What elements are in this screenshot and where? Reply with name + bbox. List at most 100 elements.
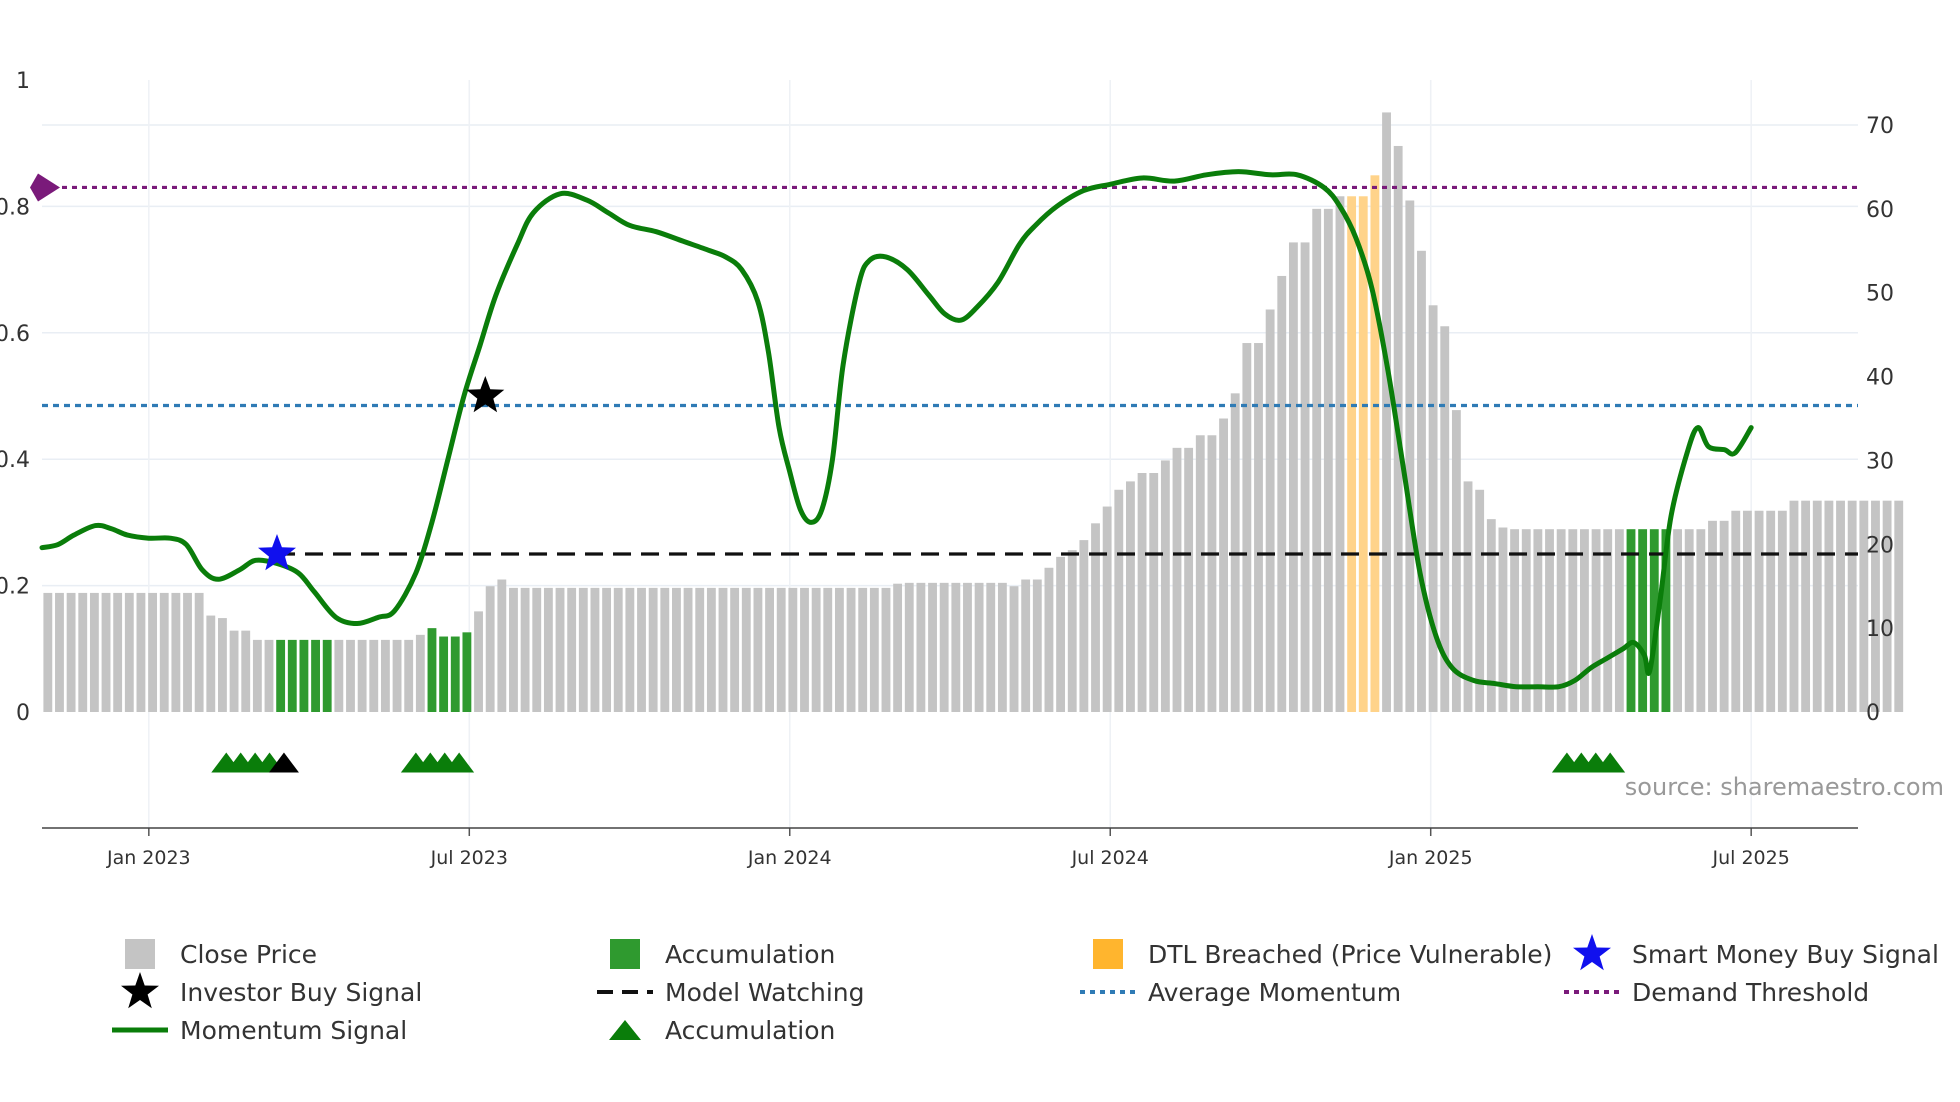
- dtl-breached-bar: [1358, 196, 1368, 712]
- price-bar: [834, 587, 844, 712]
- price-bar: [1300, 242, 1310, 712]
- price-bar: [1009, 586, 1019, 712]
- accumulation-bar: [439, 636, 449, 712]
- price-bar: [55, 592, 64, 712]
- price-bar: [567, 587, 577, 712]
- price-bar: [625, 587, 635, 712]
- price-bar: [776, 587, 786, 712]
- price-bar: [1463, 481, 1473, 712]
- price-bar: [1405, 200, 1415, 712]
- right-tick-label: 40: [1866, 366, 1894, 391]
- price-bar: [986, 582, 996, 712]
- price-bar: [148, 592, 158, 712]
- price-bar: [741, 587, 751, 712]
- price-bar: [578, 587, 588, 712]
- x-tick-label: Jul 2025: [1712, 847, 1790, 869]
- price-bar: [660, 587, 670, 712]
- price-bar: [1335, 196, 1345, 712]
- price-bars: [43, 112, 1904, 713]
- left-tick-label: 0.8: [0, 195, 30, 220]
- price-bar: [613, 587, 623, 712]
- price-bar: [997, 582, 1007, 712]
- price-bar: [928, 582, 937, 712]
- price-bar: [218, 618, 227, 712]
- price-bar: [241, 630, 251, 712]
- price-bar: [78, 592, 88, 712]
- left-tick-label: 0: [16, 701, 30, 726]
- price-bar: [1207, 435, 1217, 712]
- price-bar: [1836, 500, 1845, 712]
- price-bar: [823, 587, 833, 712]
- price-bar: [858, 587, 868, 712]
- price-bar: [590, 587, 600, 712]
- price-bar: [1766, 510, 1776, 712]
- price-bar: [1614, 529, 1624, 712]
- price-bar: [1731, 510, 1741, 712]
- price-bar: [1056, 556, 1066, 712]
- accumulation-bar: [1626, 529, 1636, 712]
- price-bar: [171, 592, 181, 712]
- price-bar: [1091, 523, 1100, 712]
- right-tick-label: 60: [1866, 198, 1894, 223]
- price-bar: [474, 611, 483, 712]
- price-bar: [124, 592, 134, 712]
- price-bar: [1160, 460, 1170, 712]
- model-watching-triangle: [268, 752, 299, 773]
- source-label: source: sharemaestro.com: [1625, 773, 1944, 801]
- price-bar: [881, 587, 891, 712]
- accumulation-triangle: [1595, 752, 1626, 773]
- price-bar: [1882, 500, 1892, 712]
- price-bar: [1742, 510, 1752, 712]
- accumulation-bar: [287, 639, 297, 712]
- price-bar: [1288, 242, 1298, 712]
- reference-lines: [30, 173, 1858, 556]
- price-bar: [811, 587, 821, 712]
- price-bar: [1114, 489, 1124, 712]
- accumulation-bar: [276, 639, 286, 712]
- investor-buy-star: [466, 376, 505, 413]
- price-bar: [1777, 510, 1787, 712]
- price-bar: [1126, 481, 1135, 712]
- price-bar: [1451, 410, 1461, 712]
- price-bar: [893, 583, 903, 712]
- price-bar: [846, 587, 856, 712]
- right-tick-label: 20: [1866, 533, 1894, 558]
- x-tick-label: Jan 2023: [106, 847, 191, 869]
- price-bar: [637, 587, 646, 712]
- price-bar: [1149, 473, 1159, 712]
- price-bar: [1032, 579, 1042, 712]
- price-bar: [1789, 500, 1799, 712]
- right-tick-label: 50: [1866, 282, 1894, 307]
- price-bar: [1265, 309, 1275, 712]
- price-bar: [730, 587, 740, 712]
- price-bar: [1696, 529, 1706, 712]
- accumulation-bar: [1661, 529, 1671, 712]
- price-bar: [404, 639, 414, 712]
- price-bar: [1312, 208, 1322, 712]
- price-bar: [904, 582, 914, 712]
- price-bar: [706, 587, 716, 712]
- price-bar: [1102, 506, 1112, 712]
- price-bar: [1486, 519, 1496, 712]
- price-bar: [1824, 500, 1834, 712]
- price-bar: [869, 587, 879, 712]
- price-bar: [264, 639, 274, 712]
- price-bar: [1591, 529, 1601, 712]
- price-bar: [1498, 527, 1508, 712]
- price-bar: [415, 634, 425, 712]
- price-bar: [1021, 579, 1031, 712]
- right-tick-label: 0: [1866, 701, 1880, 726]
- x-tick-label: Jan 2024: [747, 847, 832, 869]
- price-bar: [765, 587, 774, 712]
- price-bar: [1871, 500, 1880, 712]
- price-bar: [89, 592, 99, 712]
- price-bar: [532, 587, 542, 712]
- price-bar: [1277, 275, 1287, 712]
- price-bar: [136, 592, 146, 712]
- x-tick-label: Jul 2023: [430, 847, 508, 869]
- left-tick-label: 0.6: [0, 322, 30, 347]
- left-tick-label: 1: [16, 69, 30, 94]
- price-bar: [1812, 500, 1822, 712]
- price-bar: [183, 592, 192, 712]
